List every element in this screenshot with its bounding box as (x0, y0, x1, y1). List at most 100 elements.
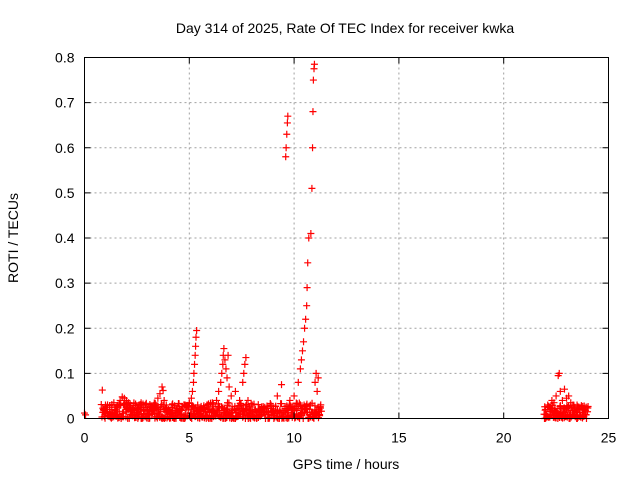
data-point (192, 333, 200, 341)
data-point (133, 405, 141, 413)
data-point (240, 369, 248, 377)
data-point (116, 396, 124, 404)
data-point (237, 400, 245, 408)
data-point (286, 396, 294, 404)
data-point (556, 387, 564, 395)
data-point (82, 411, 90, 419)
data-point (99, 405, 107, 413)
data-point (311, 378, 319, 386)
data-point (220, 345, 228, 353)
data-point (125, 399, 133, 407)
data-point (130, 402, 138, 410)
x-axis-label: GPS time / hours (293, 456, 400, 472)
data-point (221, 356, 229, 364)
data-point (248, 401, 256, 409)
x-tick-label: 5 (185, 430, 193, 446)
data-point (242, 404, 250, 412)
data-point (552, 392, 560, 400)
data-point (309, 144, 317, 152)
data-point (303, 302, 311, 310)
data-point (272, 402, 280, 410)
data-point (284, 112, 292, 120)
data-point (239, 378, 247, 386)
data-point (173, 405, 181, 413)
data-point (311, 402, 319, 410)
data-point (244, 396, 252, 404)
data-point (162, 401, 170, 409)
data-point (267, 401, 275, 409)
x-tick-label: 10 (286, 430, 302, 446)
data-point (164, 405, 172, 413)
data-point (187, 394, 195, 402)
y-tick-label: 0.4 (55, 230, 75, 246)
y-axis-label: ROTI / TECUs (5, 193, 21, 283)
data-point (193, 327, 201, 335)
data-point (132, 400, 140, 408)
data-point (225, 399, 233, 407)
data-point (181, 401, 189, 409)
y-tick-label: 0.3 (55, 275, 75, 291)
data-point (550, 399, 558, 407)
chart-title: Day 314 of 2025, Rate Of TEC Index for r… (176, 20, 514, 36)
data-point (152, 401, 160, 409)
data-point (169, 406, 177, 414)
x-tick-label: 25 (601, 430, 617, 446)
data-point (546, 403, 554, 411)
data-point (219, 360, 227, 368)
data-point (194, 401, 202, 409)
data-point (192, 342, 200, 350)
data-point (283, 130, 291, 138)
data-point (555, 369, 563, 377)
data-point (542, 405, 550, 413)
data-point (189, 378, 197, 386)
data-point (222, 365, 230, 373)
data-point (114, 401, 122, 409)
data-point (215, 387, 223, 395)
data-point (307, 229, 315, 237)
data-points (81, 60, 592, 422)
data-point (283, 119, 291, 127)
data-point (314, 374, 322, 382)
data-point (110, 399, 118, 407)
data-point (98, 386, 106, 394)
data-point (204, 401, 212, 409)
data-point (303, 284, 311, 292)
y-tick-labels: 0 0.1 0.2 0.3 0.4 0.5 0.6 0.7 0.8 (55, 50, 75, 427)
data-point (277, 400, 285, 408)
data-point (317, 401, 325, 409)
data-point (196, 405, 204, 413)
data-point (300, 338, 308, 346)
data-point (191, 360, 199, 368)
data-point (208, 399, 216, 407)
data-point (282, 153, 290, 161)
grid (84, 57, 609, 419)
data-point (158, 383, 166, 391)
data-point (297, 356, 305, 364)
data-point (301, 324, 309, 332)
data-point (558, 396, 566, 404)
data-point (312, 369, 320, 377)
data-point (313, 387, 321, 395)
data-point (188, 387, 196, 395)
data-point (290, 392, 298, 400)
y-tick-label: 0.2 (55, 320, 75, 336)
x-tick-label: 15 (391, 430, 407, 446)
data-point (185, 399, 193, 407)
data-point (584, 408, 592, 416)
data-point (565, 392, 573, 400)
y-tick-label: 0.1 (55, 365, 75, 381)
data-point (317, 407, 325, 415)
data-point (227, 392, 235, 400)
data-point (231, 387, 239, 395)
data-point (310, 60, 318, 68)
data-point (150, 409, 158, 417)
data-point (177, 405, 185, 413)
data-point (573, 401, 581, 409)
data-point (254, 405, 262, 413)
data-point (156, 390, 164, 398)
y-tick-label: 0.6 (55, 140, 75, 156)
data-point (223, 374, 231, 382)
data-point (298, 347, 306, 355)
y-tick-label: 0.7 (55, 95, 75, 111)
